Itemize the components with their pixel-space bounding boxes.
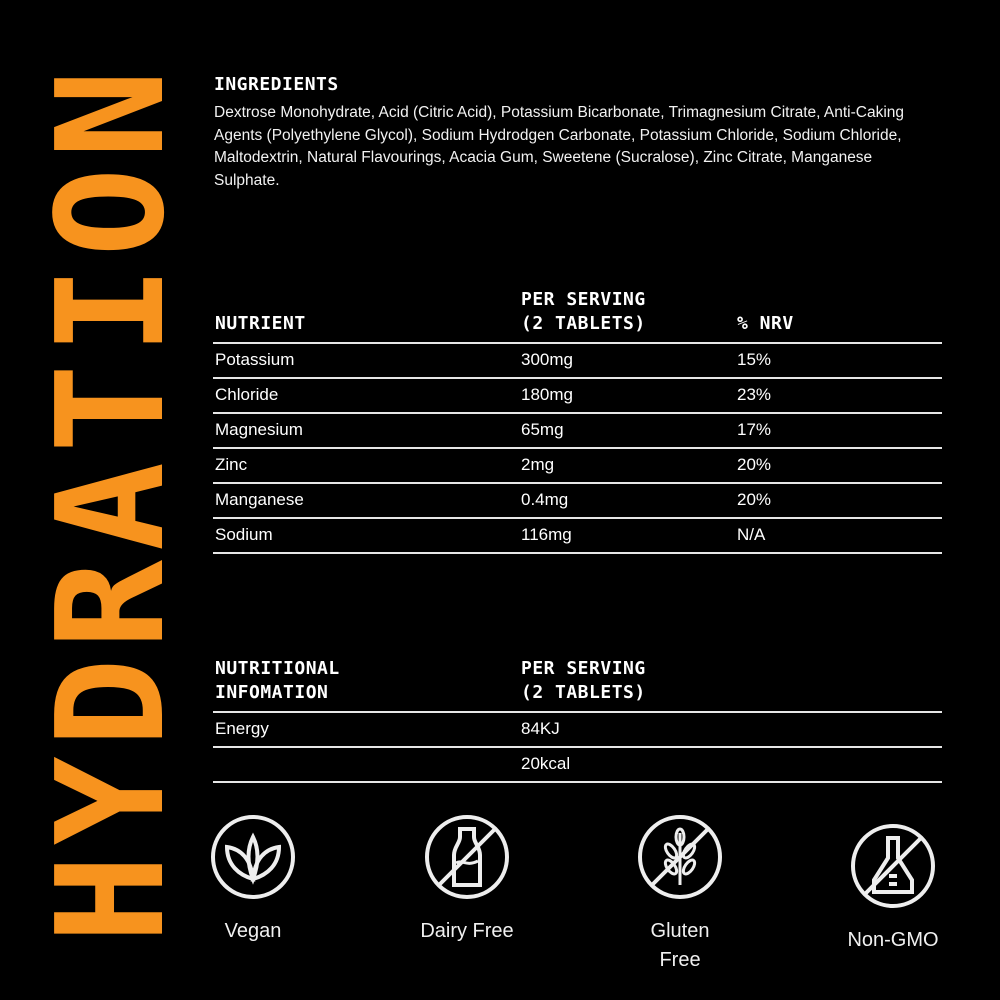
header-per-serving: PER SERVING (521, 658, 646, 679)
header-per-serving: PER SERVING (521, 289, 646, 310)
table-row: Manganese 0.4mg 20% (213, 482, 942, 517)
badge-label: Dairy Free (420, 920, 514, 942)
no-milk-icon (425, 815, 509, 899)
cell-name: Sodium (215, 525, 273, 544)
header-information: INFOMATION (215, 682, 329, 703)
badge-non-gmo: Non-GMO (823, 822, 963, 955)
cell-name: Potassium (215, 350, 295, 369)
badge-label: Vegan (224, 920, 282, 942)
badge-label: Gluten Free (610, 917, 750, 975)
badge-dairy-free: Dairy Free (397, 813, 537, 946)
cell-amount: 116mg (521, 525, 572, 544)
cell-nrv: 17% (737, 420, 772, 439)
ingredients-title: INGREDIENTS (214, 74, 339, 95)
brand-title: HYDRATION (25, 60, 197, 944)
cell-amount: 300mg (521, 350, 573, 369)
leaf-icon (211, 815, 295, 899)
header-tablets: (2 TABLETS) (521, 682, 646, 703)
cell-amount: 20kcal (521, 754, 571, 773)
cell-nrv: 20% (737, 490, 772, 509)
table-row: Sodium 116mg N/A (213, 517, 942, 554)
badge-label-line1: Gluten (650, 920, 710, 942)
table-row: Chloride 180mg 23% (213, 377, 942, 412)
badge-label: Non-GMO (847, 929, 939, 951)
table-row: 20kcal (213, 746, 942, 783)
cell-amount: 180mg (521, 385, 573, 404)
table-row: Potassium 300mg 15% (213, 342, 942, 377)
header-nutrient: NUTRIENT (215, 313, 306, 334)
cell-amount: 2mg (521, 455, 555, 474)
cell-name: Chloride (215, 385, 279, 404)
cell-name: Energy (215, 719, 269, 738)
cell-nrv: 20% (737, 455, 772, 474)
cell-name: Magnesium (215, 420, 303, 439)
cell-nrv: 23% (737, 385, 772, 404)
cell-name: Manganese (215, 490, 304, 509)
header-nrv: % NRV (737, 313, 794, 334)
ingredients-text: Dextrose Monohydrate, Acid (Citric Acid)… (214, 104, 905, 189)
nutrient-table: NUTRIENT PER SERVING (2 TABLETS) % NRV P… (213, 282, 942, 554)
cell-nrv: N/A (737, 525, 766, 544)
cell-amount: 84KJ (521, 719, 560, 738)
badge-label-line2: Free (659, 949, 701, 971)
cell-name: Zinc (215, 455, 248, 474)
table-row: Magnesium 65mg 17% (213, 412, 942, 447)
cell-nrv: 15% (737, 350, 772, 369)
table-header: NUTRITIONAL INFOMATION PER SERVING (2 TA… (213, 650, 942, 711)
badge-vegan: Vegan (183, 813, 323, 946)
cell-amount: 0.4mg (521, 490, 569, 509)
no-flask-icon (851, 824, 935, 908)
no-wheat-icon (638, 815, 722, 899)
table-header: NUTRIENT PER SERVING (2 TABLETS) % NRV (213, 282, 942, 342)
nutrition-table: NUTRITIONAL INFOMATION PER SERVING (2 TA… (213, 650, 942, 783)
table-row: Zinc 2mg 20% (213, 447, 942, 482)
header-nutritional: NUTRITIONAL (215, 658, 340, 679)
cell-amount: 65mg (521, 420, 564, 439)
header-tablets: (2 TABLETS) (521, 313, 646, 334)
badge-gluten-free: Gluten Free (610, 813, 750, 975)
table-row: Energy 84KJ (213, 711, 942, 746)
